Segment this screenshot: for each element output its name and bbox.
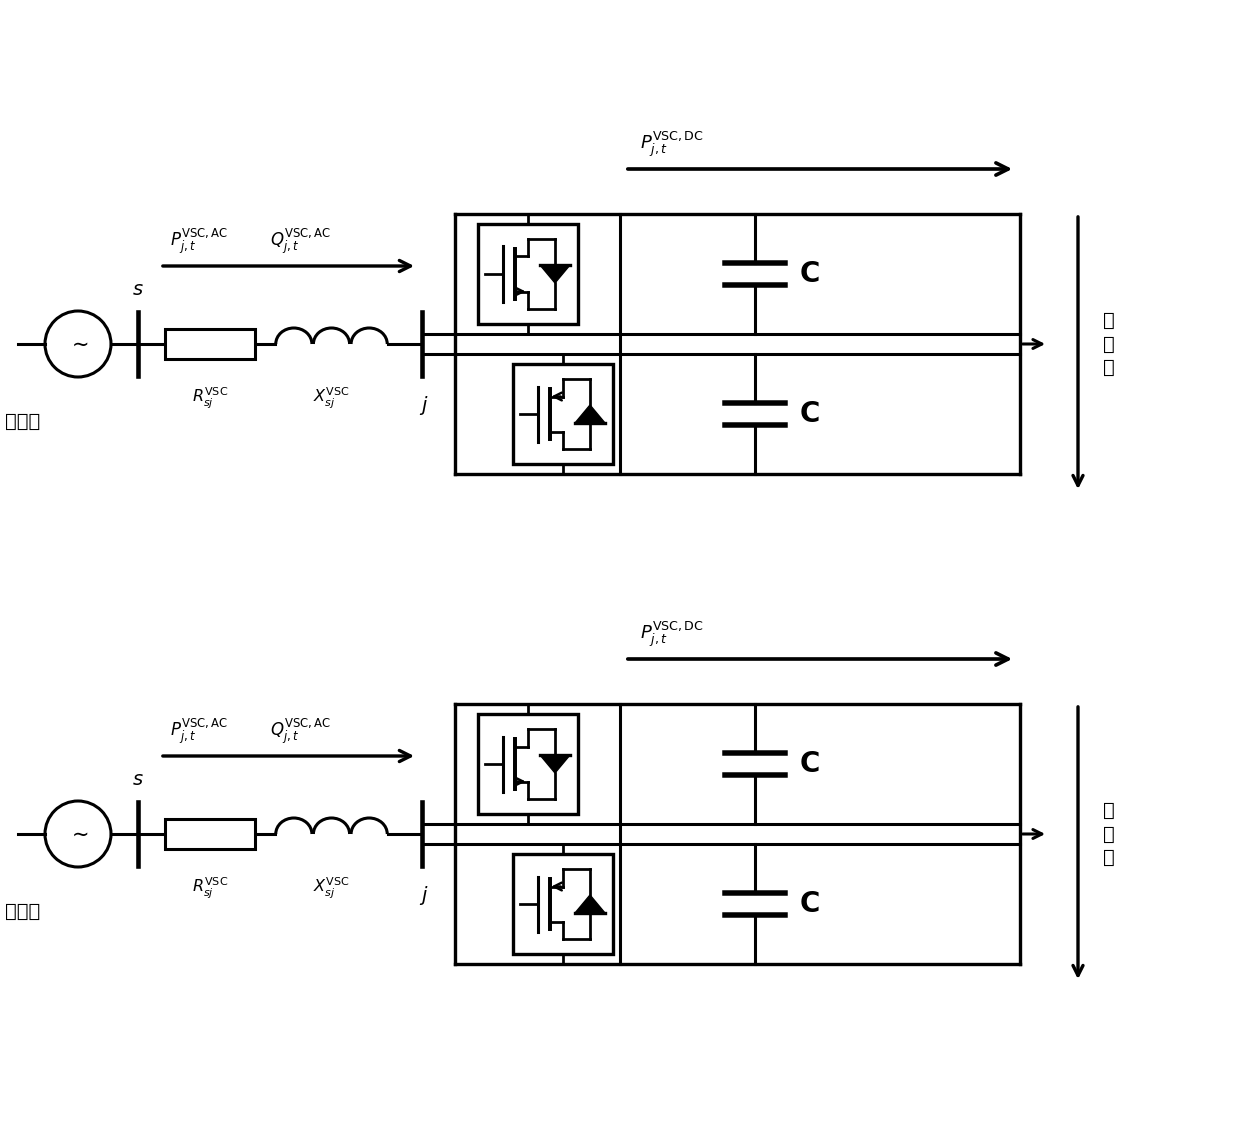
Polygon shape [575, 405, 605, 423]
Text: $Q_{j,t}^{\mathrm{VSC,AC}}$: $Q_{j,t}^{\mathrm{VSC,AC}}$ [270, 227, 331, 256]
Bar [477, 714, 578, 814]
Text: $X_{sj}^{\mathrm{VSC}}$: $X_{sj}^{\mathrm{VSC}}$ [314, 386, 350, 411]
Text: 交流侧: 交流侧 [5, 902, 40, 921]
Text: $X_{sj}^{\mathrm{VSC}}$: $X_{sj}^{\mathrm{VSC}}$ [314, 876, 350, 901]
Text: $R_{sj}^{\mathrm{VSC}}$: $R_{sj}^{\mathrm{VSC}}$ [192, 386, 228, 411]
Bar [165, 819, 255, 849]
Text: $R_{sj}^{\mathrm{VSC}}$: $R_{sj}^{\mathrm{VSC}}$ [192, 876, 228, 901]
Bar [512, 854, 613, 954]
Text: C: C [800, 400, 821, 428]
Bar [512, 364, 613, 464]
Text: $P_{j,t}^{\mathrm{VSC,DC}}$: $P_{j,t}^{\mathrm{VSC,DC}}$ [640, 619, 704, 649]
Text: $P_{j,t}^{\mathrm{VSC,AC}}$: $P_{j,t}^{\mathrm{VSC,AC}}$ [170, 227, 228, 256]
Text: C: C [800, 260, 821, 288]
Text: $s$: $s$ [133, 770, 144, 789]
Text: $\sim$: $\sim$ [67, 824, 89, 844]
Text: $s$: $s$ [133, 280, 144, 299]
Text: 直
流
侧: 直 流 侧 [1104, 310, 1115, 377]
Text: 直
流
侧: 直 流 侧 [1104, 800, 1115, 867]
Polygon shape [575, 895, 605, 913]
Text: $P_{j,t}^{\mathrm{VSC,AC}}$: $P_{j,t}^{\mathrm{VSC,AC}}$ [170, 717, 228, 746]
Text: C: C [800, 750, 821, 778]
Text: $\sim$: $\sim$ [67, 334, 89, 355]
Text: C: C [800, 890, 821, 918]
Text: $j$: $j$ [419, 394, 429, 417]
Text: $P_{j,t}^{\mathrm{VSC,DC}}$: $P_{j,t}^{\mathrm{VSC,DC}}$ [640, 129, 704, 159]
Text: $j$: $j$ [419, 884, 429, 907]
Bar [165, 329, 255, 359]
Text: 交流侧: 交流侧 [5, 412, 40, 431]
Polygon shape [539, 755, 570, 773]
Polygon shape [539, 265, 570, 283]
Bar [477, 224, 578, 324]
Text: $Q_{j,t}^{\mathrm{VSC,AC}}$: $Q_{j,t}^{\mathrm{VSC,AC}}$ [270, 717, 331, 746]
